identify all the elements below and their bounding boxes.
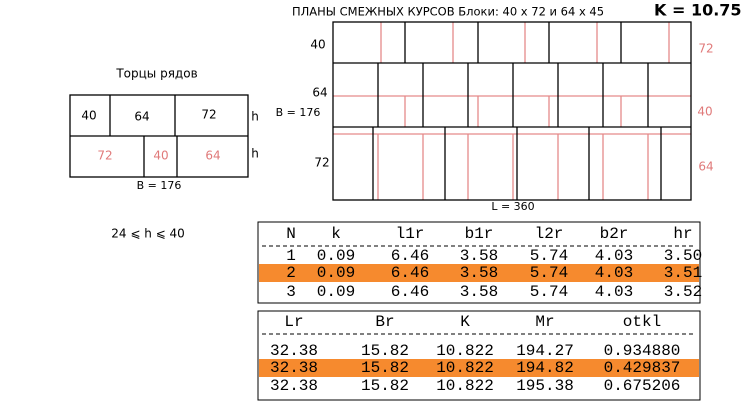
column-header: otkl bbox=[623, 313, 661, 331]
cell: 3.58 bbox=[460, 264, 498, 282]
h-label: h bbox=[251, 147, 259, 161]
row-label: 72 bbox=[314, 156, 329, 170]
constraint: 24 ⩽ h ⩽ 40 bbox=[111, 227, 185, 241]
table1-frame bbox=[257, 221, 701, 304]
cell: 5.74 bbox=[530, 264, 568, 282]
h-label: h bbox=[251, 110, 259, 124]
end-faces-grid bbox=[69, 94, 249, 178]
column-header: Lr bbox=[284, 313, 303, 331]
cell: 32.38 bbox=[270, 377, 318, 395]
cell: 10.822 bbox=[436, 359, 494, 377]
cell-label: 40 bbox=[81, 109, 96, 123]
column-header: l1r bbox=[396, 225, 425, 243]
cell: 0.09 bbox=[317, 283, 355, 301]
cell: 3.52 bbox=[664, 283, 702, 301]
cell: 194.27 bbox=[516, 342, 574, 360]
column-header: N bbox=[286, 225, 296, 243]
cell: 10.822 bbox=[436, 342, 494, 360]
cell-label: 64 bbox=[205, 149, 220, 163]
cell: 6.46 bbox=[391, 264, 429, 282]
cell: 15.82 bbox=[361, 359, 409, 377]
cell-label: 72 bbox=[201, 108, 216, 122]
row-label: 72 bbox=[698, 42, 713, 56]
cell: 15.82 bbox=[361, 377, 409, 395]
table2-frame bbox=[257, 310, 701, 401]
cell: 0.675206 bbox=[604, 377, 681, 395]
cell: 195.38 bbox=[516, 377, 574, 395]
cell: 3.50 bbox=[664, 247, 702, 265]
cell-label: 40 bbox=[153, 149, 168, 163]
column-header: b2r bbox=[600, 225, 629, 243]
column-header: k bbox=[331, 225, 341, 243]
cell: 3.51 bbox=[664, 264, 702, 282]
column-header: Mr bbox=[535, 313, 554, 331]
cell: 32.38 bbox=[270, 342, 318, 360]
cell: 194.82 bbox=[516, 359, 574, 377]
width-label: B = 176 bbox=[137, 179, 182, 192]
cell: 4.03 bbox=[595, 247, 633, 265]
column-header: Br bbox=[375, 313, 394, 331]
cell: 0.429837 bbox=[604, 359, 681, 377]
cell: 3.58 bbox=[460, 247, 498, 265]
cell: 10.822 bbox=[436, 377, 494, 395]
cell: 0.09 bbox=[317, 264, 355, 282]
column-header: b1r bbox=[465, 225, 494, 243]
cell: 1 bbox=[286, 247, 296, 265]
row-highlight bbox=[259, 359, 699, 377]
column-header: K bbox=[460, 313, 470, 331]
row-label: 40 bbox=[697, 105, 712, 119]
cell: 5.74 bbox=[530, 283, 568, 301]
cell: 15.82 bbox=[361, 342, 409, 360]
cell: 4.03 bbox=[595, 283, 633, 301]
cell: 6.46 bbox=[391, 283, 429, 301]
plan-pink-lines bbox=[333, 22, 691, 200]
cell: 5.74 bbox=[530, 247, 568, 265]
column-header: hr bbox=[673, 225, 692, 243]
cell: 2 bbox=[286, 264, 296, 282]
cell: 3 bbox=[286, 283, 296, 301]
cell: 6.46 bbox=[391, 247, 429, 265]
cell: 32.38 bbox=[270, 359, 318, 377]
cell: 0.09 bbox=[317, 247, 355, 265]
k-value: K = 10.756 bbox=[654, 1, 742, 20]
cell: 3.58 bbox=[460, 283, 498, 301]
cell-label: 64 bbox=[134, 110, 149, 124]
row-label: 64 bbox=[698, 160, 713, 174]
cell-label: 72 bbox=[97, 149, 112, 163]
row-highlight bbox=[259, 264, 699, 282]
row-label: 40 bbox=[310, 38, 325, 52]
cell: 0.934880 bbox=[604, 342, 681, 360]
width-label: B = 176 bbox=[276, 106, 321, 119]
title: ПЛАНЫ СМЕЖНЫХ КУРСОВ Блоки: 40 x 72 и 64… bbox=[292, 5, 604, 19]
length-label: L = 360 bbox=[491, 200, 534, 213]
end-faces-title: Торцы рядов bbox=[115, 67, 197, 81]
column-header: l2r bbox=[535, 225, 564, 243]
row-label: 64 bbox=[312, 86, 327, 100]
plan-black-lines bbox=[332, 21, 692, 201]
cell: 4.03 bbox=[595, 264, 633, 282]
